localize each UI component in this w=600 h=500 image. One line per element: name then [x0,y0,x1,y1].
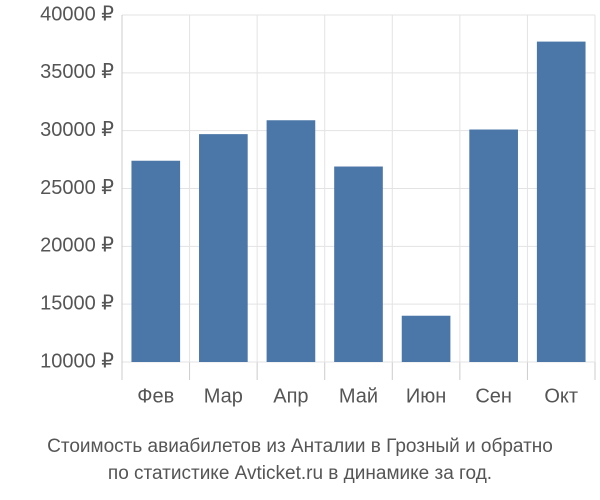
x-tick-label: Май [339,385,378,407]
bar [334,166,383,362]
x-tick-label: Сен [475,385,512,407]
bar [401,315,451,362]
y-tick-label: 20000 ₽ [40,235,114,257]
bar [199,134,248,362]
x-tick-label: Мар [204,385,243,407]
y-tick-label: 15000 ₽ [40,292,114,314]
y-tick-label: 10000 ₽ [40,350,114,372]
y-tick-label: 25000 ₽ [40,177,114,199]
bar [131,160,181,362]
bar [536,41,586,362]
x-tick-label: Окт [544,385,578,407]
x-tick-label: Фев [137,385,174,407]
x-tick-label: Июн [406,385,446,407]
bar [469,129,518,362]
chart-subtitle: по статистике Avticket.ru в динамике за … [108,463,492,484]
y-tick-label: 40000 ₽ [40,3,114,25]
bar [266,120,316,362]
y-tick-label: 35000 ₽ [40,61,114,83]
chart-title: Стоимость авиабилетов из Анталии в Грозн… [47,436,553,457]
y-tick-label: 30000 ₽ [40,119,114,141]
x-tick-label: Апр [273,385,308,407]
